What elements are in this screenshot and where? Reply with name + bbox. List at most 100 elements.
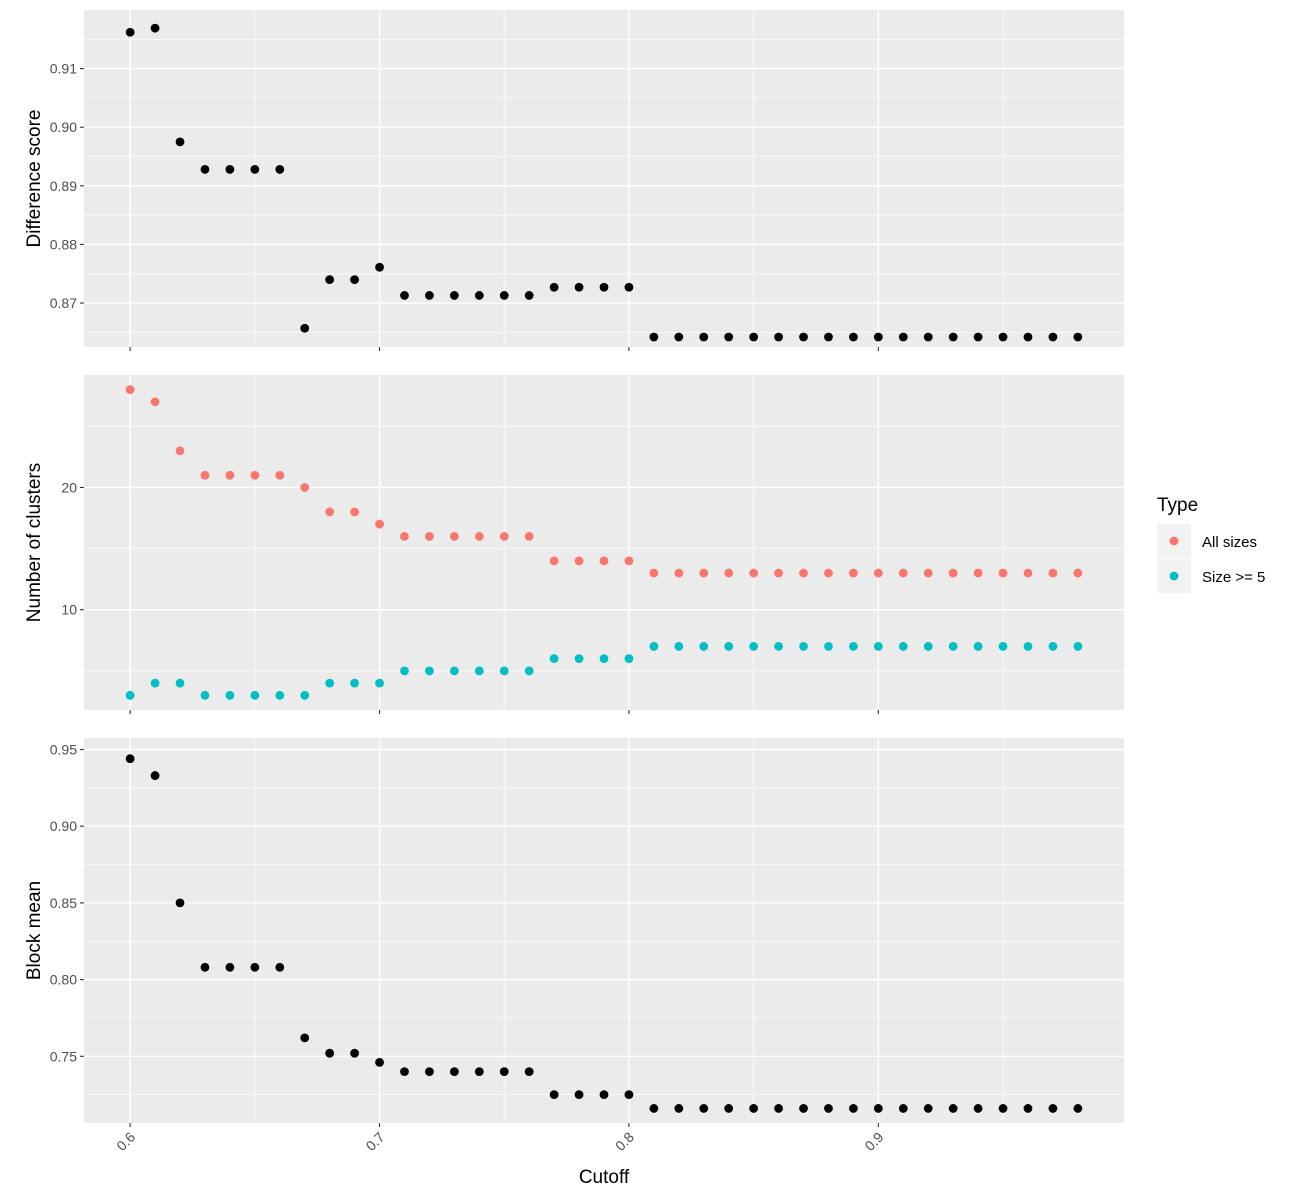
data-point — [774, 1104, 783, 1113]
data-point — [849, 568, 858, 578]
legend-label: All sizes — [1202, 534, 1257, 551]
data-point — [824, 332, 833, 342]
data-point — [649, 642, 659, 651]
data-point — [275, 962, 285, 972]
data-point — [125, 754, 135, 764]
data-point — [824, 568, 833, 578]
data-point — [799, 1104, 808, 1113]
data-point — [449, 666, 459, 676]
data-point — [599, 654, 609, 664]
data-point — [1023, 1104, 1033, 1113]
data-point — [200, 962, 210, 972]
data-point — [799, 642, 808, 651]
data-point — [499, 531, 509, 541]
data-point — [898, 642, 908, 651]
data-point — [125, 27, 135, 37]
data-point — [1073, 642, 1083, 651]
data-point — [300, 483, 310, 492]
data-point — [749, 568, 759, 578]
data-point — [474, 291, 484, 300]
y-axis-title: Number of clusters — [24, 463, 45, 622]
data-point — [574, 1090, 584, 1100]
data-point — [1073, 568, 1083, 578]
data-point — [225, 470, 235, 480]
data-point — [400, 1067, 409, 1077]
data-point — [923, 332, 933, 342]
data-point — [375, 678, 384, 688]
data-point — [300, 1033, 310, 1043]
data-point — [699, 642, 709, 651]
data-point — [574, 556, 584, 566]
data-point — [674, 642, 684, 651]
legend-title: Type — [1157, 495, 1198, 516]
data-point — [1048, 1104, 1058, 1113]
x-tick-label: 0.7 — [363, 1129, 388, 1154]
data-point — [873, 1104, 883, 1113]
data-point — [225, 165, 235, 174]
data-point — [175, 678, 185, 688]
data-point — [524, 666, 534, 676]
legend: Type All sizes Size >= 5 — [1157, 495, 1265, 593]
data-point — [599, 282, 609, 292]
data-point — [649, 1104, 659, 1113]
data-point — [574, 654, 584, 664]
data-point — [524, 531, 534, 541]
data-point — [749, 642, 759, 651]
data-point — [624, 654, 634, 664]
data-point — [873, 332, 883, 342]
data-point — [275, 470, 285, 480]
data-point — [549, 1090, 559, 1100]
data-point — [873, 568, 883, 578]
data-point — [998, 568, 1008, 578]
data-point — [350, 507, 359, 517]
data-point — [973, 642, 983, 651]
data-point — [774, 568, 783, 578]
data-point — [524, 1067, 534, 1077]
data-point — [824, 1104, 833, 1113]
y-tick-label: 0.87 — [50, 295, 77, 311]
data-point — [499, 666, 509, 676]
data-point — [250, 962, 260, 972]
data-point — [923, 568, 933, 578]
data-point — [250, 165, 260, 174]
data-point — [873, 642, 883, 651]
data-point — [674, 332, 684, 342]
data-point — [524, 291, 534, 300]
data-point — [948, 1104, 958, 1113]
data-point — [1073, 332, 1083, 342]
y-tick-label: 0.88 — [50, 236, 77, 252]
data-point — [699, 568, 709, 578]
y-tick-label: 10 — [61, 602, 77, 618]
data-point — [375, 1058, 384, 1067]
data-point — [150, 771, 160, 780]
legend-label: Size >= 5 — [1202, 569, 1265, 586]
y-tick-label: 0.90 — [50, 818, 77, 834]
data-point — [300, 323, 310, 333]
data-point — [350, 1048, 359, 1058]
y-axis-title: Difference score — [24, 110, 45, 248]
panel-2: 10 20 Number of clusters — [24, 375, 1124, 714]
data-point — [250, 470, 260, 480]
data-point — [400, 291, 409, 300]
y-tick-label: 0.90 — [50, 119, 77, 135]
data-point — [1048, 332, 1058, 342]
data-point — [474, 531, 484, 541]
data-point — [425, 1067, 434, 1077]
data-point — [1048, 568, 1058, 578]
data-point — [1023, 642, 1033, 651]
data-point — [749, 1104, 759, 1113]
data-point — [948, 332, 958, 342]
data-point — [599, 1090, 609, 1100]
data-point — [425, 531, 434, 541]
data-point — [449, 531, 459, 541]
data-point — [300, 690, 310, 700]
data-point — [724, 568, 734, 578]
data-point — [923, 1104, 933, 1113]
data-point — [898, 1104, 908, 1113]
data-point — [225, 962, 235, 972]
data-point — [425, 291, 434, 300]
data-point — [824, 642, 833, 651]
y-tick-label: 0.85 — [50, 895, 77, 911]
data-point — [799, 568, 808, 578]
y-tick-label: 0.75 — [50, 1048, 77, 1064]
